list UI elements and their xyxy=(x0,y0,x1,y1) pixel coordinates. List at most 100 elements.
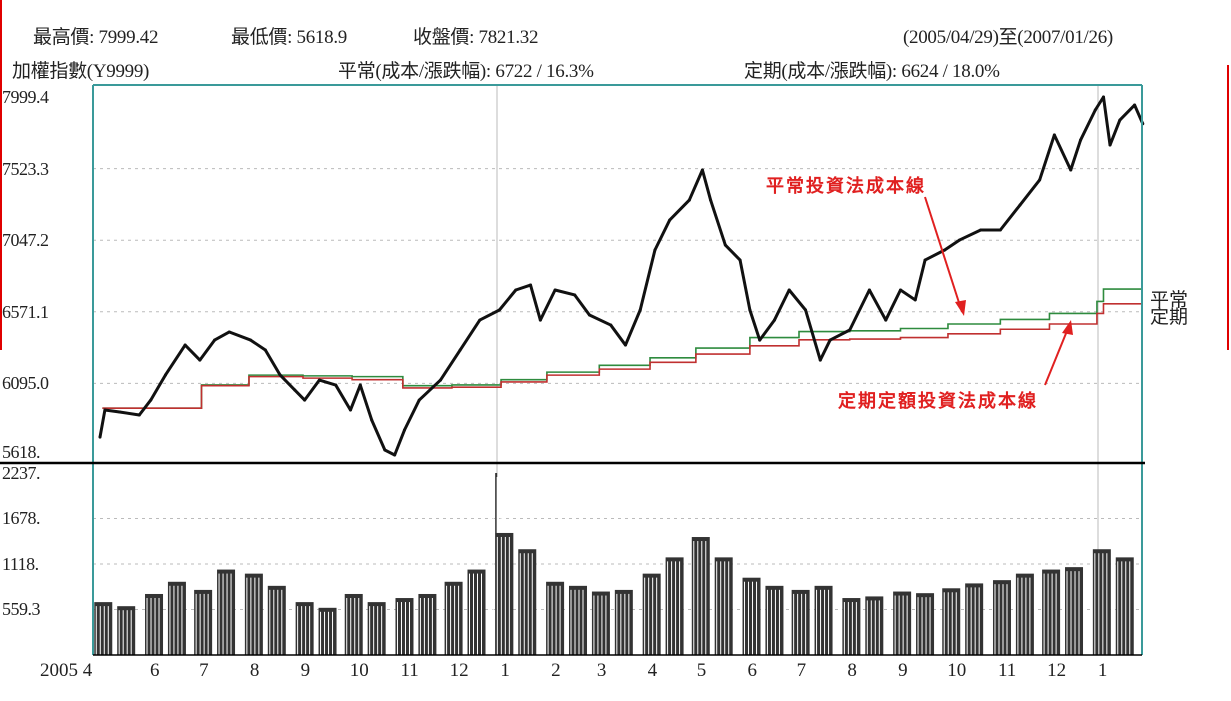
volume-bar xyxy=(814,585,833,655)
price-point xyxy=(458,348,462,352)
date-range-label: (2005/04/29)至(2007/01/26) xyxy=(903,27,1113,48)
month-x-tick: 3 xyxy=(596,660,607,681)
month-x-tick: 9 xyxy=(898,660,908,681)
volume-bar xyxy=(295,602,314,655)
volume-bar xyxy=(467,569,486,655)
volume-bar xyxy=(418,593,437,655)
price-point xyxy=(700,168,704,172)
price-point xyxy=(1052,133,1056,137)
high-price-label: 最高價: 7999.42 xyxy=(33,27,159,48)
price-point xyxy=(370,418,374,422)
volume-bar xyxy=(1042,569,1061,655)
price-point xyxy=(478,318,482,322)
volume-bar xyxy=(367,602,386,655)
price-point xyxy=(278,373,282,377)
month-x-tick: 7 xyxy=(796,660,807,681)
price-point xyxy=(98,435,102,439)
volume-bar xyxy=(614,589,633,655)
price-point xyxy=(609,323,613,327)
volume-y-tick: 1118. xyxy=(2,554,39,575)
volume-bar xyxy=(244,573,263,655)
volume-bar xyxy=(569,585,588,655)
month-x-tick: 10 xyxy=(349,660,369,681)
price-point xyxy=(249,338,253,342)
price-point xyxy=(383,448,387,452)
price-point xyxy=(1069,168,1073,172)
regular-arrow-line xyxy=(924,196,963,313)
periodic-arrow-line xyxy=(1044,325,1070,386)
price-point xyxy=(393,453,397,457)
close-price-label: 收盤價: 7821.32 xyxy=(413,27,539,48)
volume-bar xyxy=(194,589,213,655)
volume-bar xyxy=(842,598,861,655)
volume-bar xyxy=(791,589,810,655)
volume-bar xyxy=(518,549,537,655)
price-point xyxy=(538,318,542,322)
price-point xyxy=(334,383,338,387)
price-point xyxy=(957,238,961,242)
price-y-tick: 7047.2 xyxy=(2,230,49,251)
price-point xyxy=(497,308,501,312)
month-x-tick: 7 xyxy=(199,660,209,681)
price-point xyxy=(263,348,267,352)
price-y-tick: 6095.0 xyxy=(2,373,49,394)
month-x-tick: 2 xyxy=(551,660,561,681)
price-y-tick: 7523.3 xyxy=(2,158,49,179)
price-point xyxy=(998,228,1002,232)
price-point xyxy=(787,288,791,292)
periodic-arrow-head xyxy=(1062,320,1073,335)
volume-bar xyxy=(94,602,113,655)
price-point xyxy=(638,308,642,312)
price-point xyxy=(1018,203,1022,207)
month-x-tick: 6 xyxy=(747,660,758,681)
price-point xyxy=(293,388,297,392)
volume-bar xyxy=(1092,549,1111,655)
price-y-tick: 5618. xyxy=(2,442,41,462)
month-x-tick: 6 xyxy=(150,660,160,681)
volume-bar xyxy=(765,585,784,655)
volume-bar xyxy=(145,593,164,655)
price-point xyxy=(913,298,917,302)
price-point xyxy=(818,358,822,362)
month-x-tick: 11 xyxy=(997,660,1017,681)
month-x-tick: 8 xyxy=(249,660,260,681)
index-name-label: 加權指數(Y9999) xyxy=(12,61,150,82)
volume-bar xyxy=(865,596,884,655)
price-point xyxy=(1133,103,1137,107)
price-point xyxy=(1093,108,1097,112)
volume-bar xyxy=(217,569,236,655)
price-point xyxy=(979,228,983,232)
price-point xyxy=(723,243,727,247)
price-y-tick: 7999.4 xyxy=(2,87,49,107)
price-point xyxy=(348,408,352,412)
price-point xyxy=(163,373,167,377)
volume-bar xyxy=(344,593,363,655)
price-point xyxy=(1079,138,1083,142)
regular-cost-annotation: 平常投資法成本線 xyxy=(766,176,926,197)
price-point xyxy=(898,288,902,292)
price-point xyxy=(553,288,557,292)
price-point xyxy=(804,308,808,312)
month-x-tick: 12 xyxy=(449,660,469,681)
volume-bar xyxy=(267,585,286,655)
price-point xyxy=(848,328,852,332)
volume-bar xyxy=(642,573,661,655)
volume-y-tick: 1678. xyxy=(2,508,41,529)
volume-bar xyxy=(965,583,984,655)
periodic-cost-summary: 定期(成本/漲跌幅): 6624 / 18.0% xyxy=(744,61,1000,82)
volume-bar xyxy=(742,577,761,655)
volume-bar xyxy=(117,606,136,655)
volume-bar xyxy=(916,593,935,655)
volume-bar xyxy=(1065,567,1084,655)
price-point xyxy=(149,398,153,402)
volume-bar xyxy=(318,607,337,655)
volume-bar xyxy=(691,537,710,655)
price-point xyxy=(317,378,321,382)
volume-bar xyxy=(444,581,463,655)
price-point xyxy=(709,198,713,202)
regular-side-label: 平常 xyxy=(1150,290,1189,311)
price-point xyxy=(417,398,421,402)
price-point xyxy=(529,283,533,287)
price-point xyxy=(1101,95,1105,99)
